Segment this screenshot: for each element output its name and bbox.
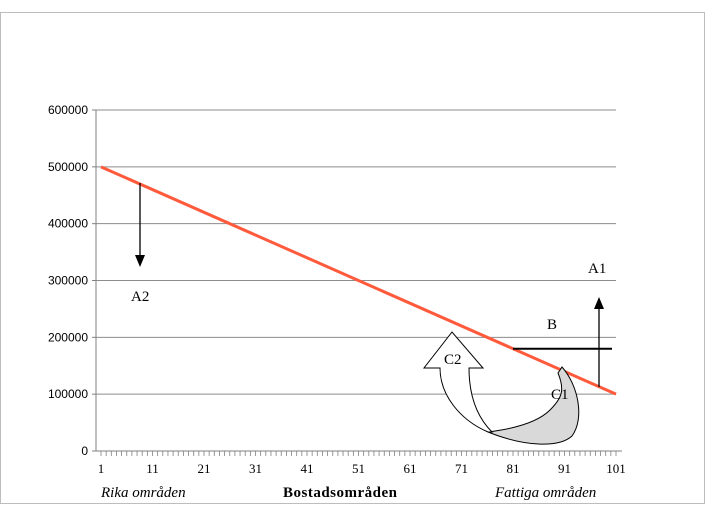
- y-tick-label: 100000: [48, 387, 88, 401]
- series-line: [100, 165, 617, 396]
- x-tick-label: 1: [98, 461, 105, 476]
- annotation-b: B: [547, 317, 557, 333]
- a1-arrow-head: [594, 297, 604, 309]
- x-tick-label: 51: [352, 461, 365, 476]
- x-tick-label: 101: [606, 461, 626, 476]
- x-axis-title: Bostadsområden: [283, 485, 398, 501]
- x-tick-label: 61: [404, 461, 417, 476]
- x-tick-label: 41: [301, 461, 314, 476]
- y-tick-label: 300000: [48, 274, 88, 288]
- y-tick-label: 0: [81, 444, 88, 458]
- x-tick-label: 81: [507, 461, 520, 476]
- y-tick-labels: 0 100000 200000 300000 400000 500000 600000: [48, 103, 96, 458]
- x-tick-labels: 1 11 21 31 41 51 61 71 81 91 101: [98, 461, 626, 476]
- c2-curved-arrow: [422, 331, 494, 433]
- annotation-c1: C1: [551, 387, 569, 403]
- y-tick-label: 200000: [48, 330, 88, 344]
- x-minor-ticks: [100, 451, 617, 456]
- x-label-right: Fattiga områden: [494, 485, 596, 501]
- gridlines: [96, 109, 616, 395]
- annotation-c2: C2: [444, 352, 462, 368]
- x-tick-label: 71: [455, 461, 468, 476]
- c1-curved-arrow: [487, 366, 580, 445]
- annotation-a2: A2: [131, 289, 149, 305]
- x-tick-label: 21: [198, 461, 211, 476]
- x-label-left: Rika områden: [100, 485, 186, 501]
- y-tick-label: 500000: [48, 160, 88, 174]
- y-tick-label: 600000: [48, 103, 88, 117]
- y-tick-label: 400000: [48, 217, 88, 231]
- x-tick-label: 11: [146, 461, 159, 476]
- annotation-a1: A1: [588, 261, 606, 277]
- a2-arrow-head: [135, 255, 145, 267]
- x-tick-label: 91: [558, 461, 571, 476]
- x-tick-label: 31: [249, 461, 262, 476]
- outer-border: [0, 12, 705, 504]
